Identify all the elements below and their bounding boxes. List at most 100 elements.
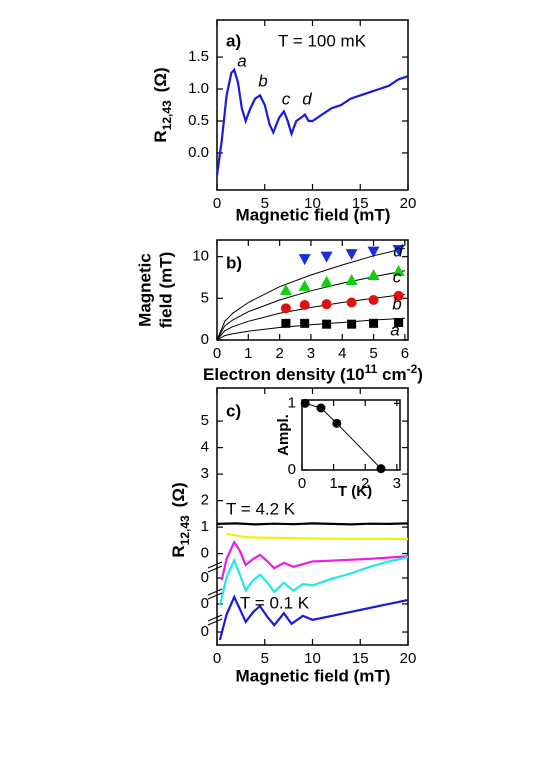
panel-label: b) [226, 253, 242, 272]
axis-break [207, 592, 223, 600]
y-tick-label: 0 [201, 569, 209, 586]
x-tick-label: 2 [275, 345, 283, 362]
data-point [300, 398, 310, 408]
data-line [216, 522, 409, 526]
data-point [300, 318, 310, 328]
data-point [368, 295, 379, 305]
data-point [392, 245, 405, 256]
data-point [299, 300, 310, 310]
plot-frame [216, 239, 409, 341]
series-label: a [390, 320, 399, 339]
data-point [298, 279, 311, 291]
y-tick-label: 1.5 [188, 48, 209, 65]
x-tick-label: 6 [401, 345, 409, 362]
y-tick-label: 3 [201, 465, 209, 482]
y-tick-label: 1.0 [188, 80, 209, 97]
data-line [220, 539, 409, 581]
x-tick-label: 5 [261, 195, 269, 212]
data-point [367, 269, 380, 280]
panel-label: c) [226, 401, 241, 420]
x-tick-label: 20 [400, 195, 417, 212]
x-tick-label: 2 [361, 475, 369, 492]
peak-label: c [282, 89, 291, 108]
axis-break [207, 614, 223, 622]
fit-line [216, 293, 405, 341]
data-point [320, 275, 333, 287]
data-point [281, 318, 291, 328]
axis-break [207, 561, 223, 569]
data-point [376, 464, 386, 474]
y-tick-label: 0 [201, 623, 209, 640]
x-axis-label: Magnetic field (mT) [236, 205, 391, 224]
data-line [215, 67, 409, 176]
x-tick-label: 1 [244, 345, 252, 362]
y-axis-label: Ampl. [275, 414, 292, 456]
peak-label: b [258, 71, 267, 90]
x-tick-label: 0 [298, 475, 306, 492]
y-tick-label: 0 [201, 545, 209, 562]
axis-break [207, 618, 223, 626]
fit-line [216, 317, 405, 341]
x-axis-label: Magnetic field (mT) [236, 666, 391, 685]
data-point [322, 319, 332, 329]
y-axis-label: R12,43 (Ω) [169, 482, 192, 557]
x-tick-label: 3 [307, 345, 315, 362]
x-tick-label: 3 [393, 475, 401, 492]
y-tick-label: 1 [201, 518, 209, 535]
y-tick-label: 0.0 [188, 144, 209, 161]
y-label-unit: (Ω) [169, 482, 188, 507]
data-point [320, 251, 333, 263]
data-line [226, 532, 409, 541]
plot-frame [301, 399, 401, 471]
data-line [305, 402, 382, 470]
data-point [280, 303, 291, 314]
peak-label: a [237, 51, 246, 70]
annotation: T = 100 mK [278, 31, 367, 50]
x-tick-label: 0 [213, 650, 221, 667]
data-point [345, 274, 358, 285]
x-tick-label: 15 [352, 650, 369, 667]
x-tick-label: 10 [304, 650, 321, 667]
series-label: c [393, 267, 402, 286]
panel-label: a) [226, 31, 241, 50]
y-tick-label: 0 [201, 595, 209, 612]
y-axis-label: Magnetic [135, 253, 154, 327]
data-point [393, 290, 404, 301]
series-label: T = 0.1 K [240, 593, 310, 612]
data-point [369, 318, 379, 328]
y-tick-label: 0 [288, 461, 296, 478]
data-line [218, 594, 409, 641]
data-point [298, 254, 311, 266]
series-label: d [393, 241, 403, 260]
data-point [346, 297, 357, 308]
data-point [347, 319, 357, 329]
series-label: b [392, 294, 401, 313]
x-tick-label: 10 [304, 195, 321, 212]
x-tick-label: 1 [329, 475, 337, 492]
x-label-part: ) [417, 365, 423, 384]
x-tick-label: 15 [352, 195, 369, 212]
axis-break [207, 565, 223, 573]
data-point [367, 246, 380, 258]
y-tick-label: 0.5 [188, 112, 209, 129]
axis-break [207, 588, 223, 596]
y-label-sub: 12,43 [160, 100, 174, 130]
data-point [321, 299, 332, 310]
x-axis-label: Electron density (1011 cm-2) [203, 362, 423, 384]
x-label-exp: -2 [407, 362, 418, 376]
fit-line [216, 270, 405, 341]
data-point [394, 318, 404, 327]
y-label-main: R [169, 545, 188, 557]
data-point [316, 403, 326, 413]
x-tick-label: 20 [400, 650, 417, 667]
y-tick-label: 5 [201, 289, 209, 306]
y-tick-label: 2 [201, 492, 209, 509]
y-axis-label: R12,43 (Ω) [151, 67, 174, 142]
data-point [345, 249, 358, 261]
x-axis-label: T (K) [338, 483, 372, 500]
y-axis-label: field (mT) [156, 252, 175, 329]
x-tick-label: 0 [213, 195, 221, 212]
x-label-part: Electron density (10 [203, 365, 365, 384]
x-tick-label: 4 [338, 345, 346, 362]
